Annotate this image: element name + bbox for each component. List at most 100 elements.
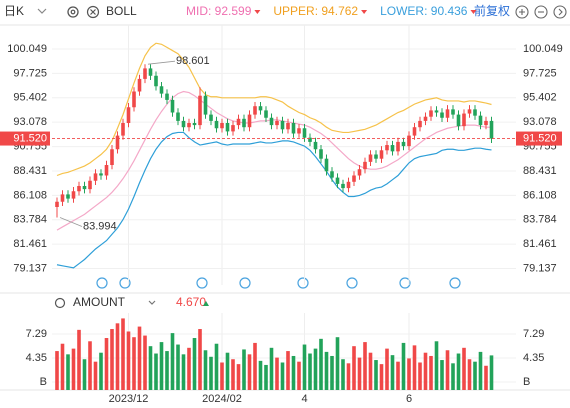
volume-bar — [231, 359, 235, 390]
low-annotation: 83.994 — [83, 220, 117, 232]
volume-bar — [242, 349, 246, 390]
last-price-box — [0, 131, 50, 146]
indicator[interactable]: BOLL — [106, 4, 137, 18]
y-tick-label: 100.049 — [523, 43, 563, 55]
volume-bar — [82, 359, 87, 390]
event-markers — [96, 277, 461, 289]
volume-bar — [154, 353, 158, 390]
event-marker[interactable] — [346, 277, 358, 289]
candle-body — [247, 114, 252, 128]
candle-body — [121, 123, 125, 136]
annotation-line — [59, 217, 83, 227]
candle-body — [110, 149, 114, 165]
annotation-line — [147, 60, 176, 65]
volume-bar — [324, 351, 329, 390]
period[interactable]: 日K — [4, 4, 24, 18]
volume-bar — [198, 329, 202, 390]
candle-body — [159, 86, 164, 94]
candle-body — [357, 169, 362, 176]
volume-bar — [214, 343, 219, 390]
volume-bar — [55, 351, 59, 390]
candle-body — [154, 75, 158, 87]
candle-body — [330, 171, 334, 178]
volume-bar — [412, 345, 417, 390]
adjust[interactable]: 前复权 — [474, 3, 510, 18]
candle-body — [225, 123, 230, 132]
candle-body — [401, 141, 406, 147]
y-tick-label: B — [523, 376, 530, 388]
close-icon[interactable] — [86, 5, 100, 19]
volume-bar — [429, 355, 433, 390]
candle-body — [396, 141, 400, 152]
y-tick-label: 4.35 — [26, 352, 47, 364]
candle-body — [99, 173, 103, 176]
candle-body — [170, 99, 175, 113]
volume-bar — [247, 354, 252, 390]
candle-body — [451, 109, 455, 115]
volume-bar — [467, 359, 472, 390]
volume-bar — [385, 348, 389, 390]
dropdown-arrow — [361, 10, 368, 14]
event-marker[interactable] — [297, 277, 309, 289]
candle-body — [77, 185, 81, 192]
candle-body — [418, 120, 422, 128]
volume-bar — [187, 347, 191, 390]
volume-bar — [286, 351, 290, 390]
event-marker[interactable] — [239, 277, 251, 289]
candle-body — [82, 185, 87, 190]
last-price-box — [516, 131, 562, 146]
candle-body — [264, 110, 268, 118]
volume-bar — [352, 346, 356, 390]
event-marker[interactable] — [399, 277, 411, 289]
candle-body — [434, 110, 439, 113]
y-tick-label: 95.402 — [13, 92, 47, 104]
candle-body — [368, 154, 373, 162]
volume-bar — [159, 342, 164, 390]
chevron[interactable] — [148, 300, 156, 305]
volume-bar — [363, 342, 367, 390]
volume-bar — [236, 364, 241, 390]
candle-body — [176, 112, 180, 121]
next[interactable] — [553, 5, 567, 19]
settings-icon[interactable] — [67, 6, 79, 18]
candle-body — [363, 161, 367, 170]
candle-body — [473, 109, 477, 116]
candle-body — [269, 117, 274, 126]
volume-bar — [192, 338, 197, 390]
y-tick-label: 88.431 — [523, 165, 557, 177]
y-tick-label: 88.431 — [13, 165, 47, 177]
event-marker[interactable] — [196, 277, 208, 289]
volume-bar — [115, 323, 120, 390]
volume-bar — [456, 353, 461, 390]
volume-bar — [110, 329, 114, 390]
event-marker[interactable] — [119, 277, 131, 289]
candle-body — [242, 118, 246, 128]
candle-body — [489, 120, 494, 139]
high-annotation: 98.601 — [176, 55, 210, 67]
y-tick-label: 83.784 — [523, 214, 557, 226]
amount-title[interactable]: AMOUNT — [73, 295, 126, 309]
candle-body — [308, 137, 312, 142]
volume-bar — [346, 363, 351, 390]
candle-body — [231, 125, 235, 132]
candle-body — [346, 181, 351, 189]
volume-bar — [401, 342, 406, 390]
y-tick-label: 7.29 — [26, 328, 47, 340]
chevron[interactable] — [37, 8, 47, 14]
amount-settings[interactable] — [54, 297, 66, 309]
candle-body — [280, 120, 285, 130]
candle-body — [198, 95, 202, 126]
x-tick-label: 2024/02 — [202, 393, 242, 405]
candle-body — [407, 135, 411, 147]
candle-body — [412, 127, 417, 136]
event-marker[interactable] — [96, 277, 108, 289]
zoom-out[interactable] — [534, 5, 548, 19]
volume-bar — [280, 362, 285, 390]
volume-bar — [302, 344, 307, 390]
zoom-in[interactable] — [515, 5, 529, 19]
event-marker[interactable] — [449, 277, 461, 289]
volume-bar — [264, 364, 268, 390]
candle-body — [187, 123, 191, 128]
candle-body — [374, 154, 378, 159]
volume-bar — [66, 354, 70, 390]
